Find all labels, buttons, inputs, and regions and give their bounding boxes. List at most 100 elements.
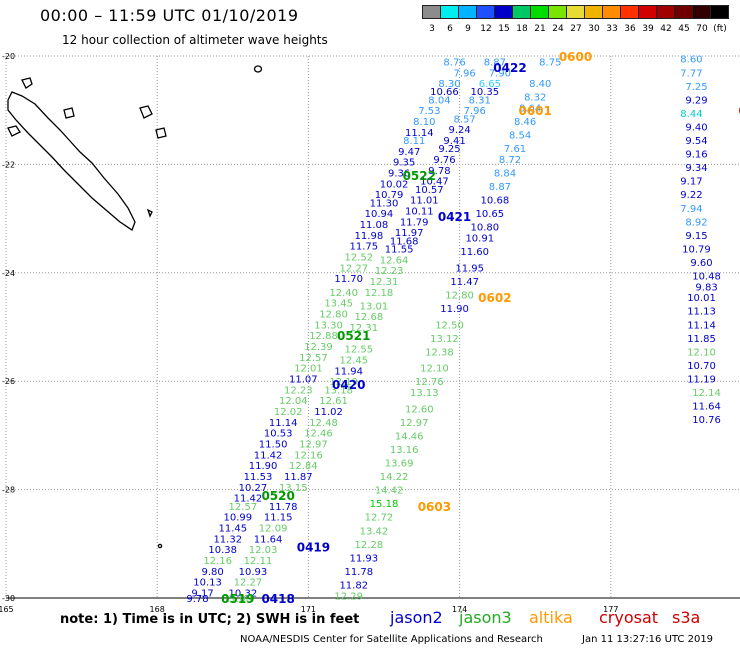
swh-value: 10.94 bbox=[365, 209, 394, 220]
swh-value: 11.13 bbox=[687, 307, 716, 318]
isle-of-pines bbox=[146, 208, 153, 218]
swh-value: 12.76 bbox=[415, 377, 444, 388]
swh-value: 9.54 bbox=[685, 136, 707, 147]
pass-time-label: 0601 bbox=[518, 104, 551, 118]
swh-value: 9.76 bbox=[433, 155, 455, 166]
colorbar-label: (ft) bbox=[713, 24, 727, 34]
pass-time-label: 0520 bbox=[261, 489, 294, 503]
colorbar-label: 3 bbox=[429, 24, 435, 34]
swh-value: 10.32 bbox=[229, 589, 258, 600]
chart-subtitle: 12 hour collection of altimeter wave hei… bbox=[62, 33, 328, 47]
swh-value: 8.32 bbox=[524, 93, 546, 104]
swh-value: 9.40 bbox=[685, 122, 707, 133]
swh-value: 10.66 bbox=[430, 87, 459, 98]
swh-value: 10.11 bbox=[405, 206, 434, 217]
swh-value: 15.18 bbox=[370, 499, 399, 510]
swh-value: 8.54 bbox=[509, 131, 531, 142]
swh-value: 11.14 bbox=[687, 320, 716, 331]
legend-altika: altika bbox=[529, 608, 573, 627]
x-tick-label: 174 bbox=[452, 605, 467, 614]
swh-value: 6.65 bbox=[479, 79, 501, 90]
swh-value: 11.70 bbox=[334, 274, 363, 285]
colorbar-label: 39 bbox=[642, 24, 654, 34]
colorbar-label: 27 bbox=[570, 24, 582, 34]
swh-value: 7.53 bbox=[418, 106, 440, 117]
swh-value: 12.29 bbox=[334, 591, 363, 602]
swh-value: 9.35 bbox=[393, 158, 415, 169]
swh-value: 12.46 bbox=[304, 429, 333, 440]
swh-value: 10.68 bbox=[481, 196, 510, 207]
swh-value: 12.19 bbox=[329, 377, 358, 388]
legend-s3a: s3a bbox=[672, 608, 701, 627]
colorbar-label: 15 bbox=[498, 24, 510, 34]
pass-time-label: 03 bbox=[739, 104, 740, 118]
swh-value: 13.15 bbox=[279, 483, 308, 494]
swh-value: 11.14 bbox=[269, 418, 298, 429]
swh-value: 12.72 bbox=[365, 513, 394, 524]
swh-value: 11.75 bbox=[350, 242, 379, 253]
swh-value: 8.46 bbox=[514, 117, 536, 128]
swh-value: 11.55 bbox=[385, 244, 414, 255]
legend-jason3: jason3 bbox=[459, 608, 512, 627]
swh-value: 11.07 bbox=[289, 374, 318, 385]
swh-value: 10.79 bbox=[375, 190, 404, 201]
swh-value: 10.53 bbox=[264, 429, 293, 440]
swh-value: 11.90 bbox=[440, 304, 469, 315]
swh-value: 8.10 bbox=[413, 117, 435, 128]
swh-value: 12.80 bbox=[445, 290, 474, 301]
swh-value: 12.11 bbox=[244, 556, 273, 567]
swh-value: 12.60 bbox=[405, 404, 434, 415]
swh-value: 10.35 bbox=[470, 87, 499, 98]
swh-value: 12.31 bbox=[350, 323, 379, 334]
swh-value: 12.97 bbox=[400, 418, 429, 429]
swh-value: 11.94 bbox=[334, 366, 363, 377]
swh-value: 8.84 bbox=[494, 169, 516, 180]
colorbar-label: 36 bbox=[624, 24, 636, 34]
pass-time-label: 0602 bbox=[478, 291, 511, 305]
swh-value: 11.45 bbox=[218, 524, 247, 535]
swh-value: 7.96 bbox=[454, 68, 476, 79]
swh-value: 9.41 bbox=[443, 136, 465, 147]
swh-value: 7.77 bbox=[680, 68, 702, 79]
swh-value: 11.14 bbox=[405, 128, 434, 139]
swh-value: 12.02 bbox=[274, 407, 303, 418]
colorbar-label: 21 bbox=[534, 24, 546, 34]
x-tick-label: 168 bbox=[150, 605, 165, 614]
island-lifou bbox=[139, 105, 153, 119]
swh-value: 9.78 bbox=[428, 166, 450, 177]
swh-value: 12.16 bbox=[203, 556, 232, 567]
swh-value: 12.04 bbox=[279, 396, 308, 407]
swh-value: 8.11 bbox=[403, 136, 425, 147]
swh-value: 7.90 bbox=[489, 68, 511, 79]
island-hunter bbox=[157, 543, 163, 549]
swh-value: 10.13 bbox=[193, 578, 222, 589]
swh-value: 10.47 bbox=[420, 177, 449, 188]
swh-value: 12.64 bbox=[380, 255, 409, 266]
swh-value: 11.93 bbox=[350, 553, 379, 564]
swh-value: 9.83 bbox=[695, 282, 717, 293]
swh-value: 11.90 bbox=[249, 461, 278, 472]
swh-value: 11.95 bbox=[455, 263, 484, 274]
swh-value: 10.02 bbox=[380, 179, 409, 190]
swh-value: 10.57 bbox=[415, 185, 444, 196]
colorbar-label: 45 bbox=[678, 24, 690, 34]
swh-value: 9.24 bbox=[448, 125, 470, 136]
swh-value: 11.82 bbox=[339, 580, 368, 591]
pass-time-label: 0603 bbox=[418, 500, 451, 514]
swh-value: 12.55 bbox=[344, 345, 373, 356]
swh-value: 8.76 bbox=[443, 57, 465, 68]
swh-value: 8.87 bbox=[489, 182, 511, 193]
axes: 165 168 171 174 177-20-22-24-26-28-30 bbox=[0, 52, 740, 614]
swh-value: 11.68 bbox=[390, 236, 419, 247]
swh-value: 11.97 bbox=[395, 228, 424, 239]
swh-value: 11.79 bbox=[400, 217, 429, 228]
swh-value: 12.09 bbox=[259, 524, 288, 535]
swh-value: 11.53 bbox=[244, 472, 273, 483]
swh-value: 13.16 bbox=[390, 445, 419, 456]
pass-time-label: 0421 bbox=[438, 210, 471, 224]
swh-value: 8.40 bbox=[529, 79, 551, 90]
swh-value: 11.47 bbox=[450, 277, 479, 288]
swh-value: 12.50 bbox=[435, 320, 464, 331]
colorbar-label: 33 bbox=[606, 24, 618, 34]
swh-value: 13.12 bbox=[430, 334, 459, 345]
